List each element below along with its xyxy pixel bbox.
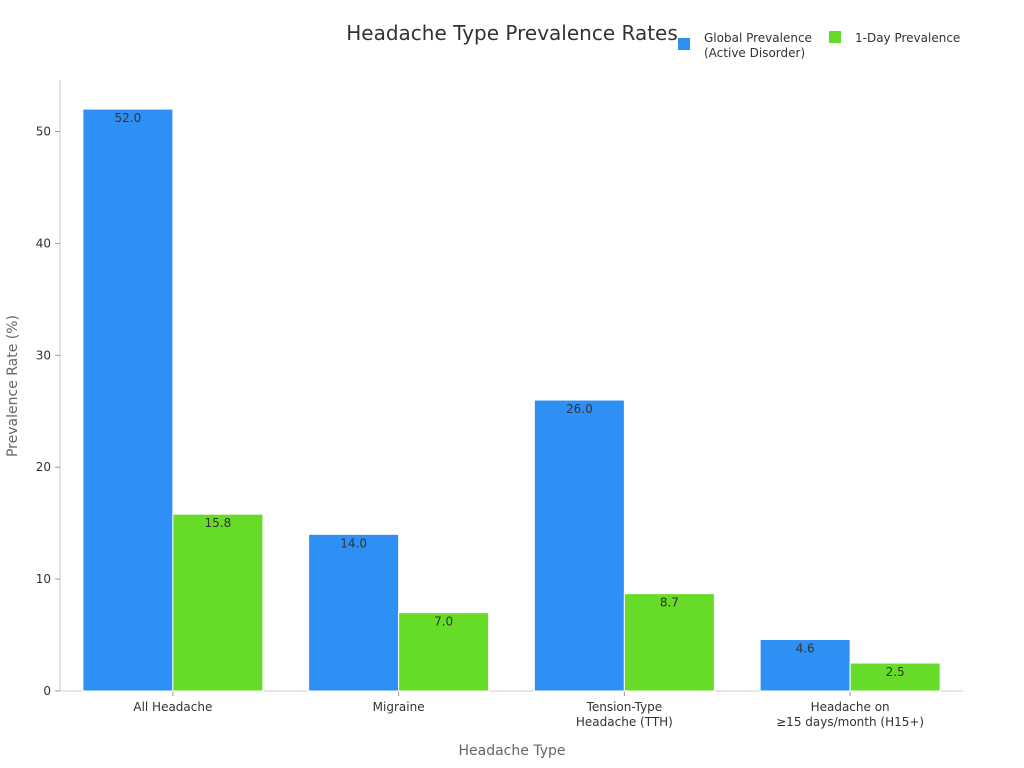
y-tick-label: 0 [43,684,51,698]
bar [398,612,490,692]
axes: 0 10 20 30 40 50 All Headache Migraine Tension-T… [36,80,963,729]
legend-swatch [829,31,841,43]
bar [308,533,400,692]
data-label: 4.6 [796,642,815,656]
x-tick-label-line: Tension-Type [586,700,663,714]
x-tick-label: Headache on ≥15 days/month (H15+) [776,700,924,729]
x-tick-label-line: Headache on [811,700,890,714]
chart-title: Headache Type Prevalence Rates [346,21,678,45]
legend-label: Global Prevalence (Active Disorder) [704,31,812,60]
bar [172,513,264,692]
bar [623,593,715,692]
y-axis-label: Prevalence Rate (%) [5,315,21,457]
legend: Global Prevalence (Active Disorder) 1-Day … [678,31,960,60]
y-tick-label: 50 [36,124,51,138]
legend-label-line: (Active Disorder) [704,46,805,60]
bar [82,108,174,692]
legend-label-line: 1-Day Prevalence [855,31,960,45]
legend-label-line: Global Prevalence [704,31,812,45]
x-tick-label-line: Headache (TTH) [576,715,673,729]
bar [849,662,941,692]
x-axis-label: Headache Type [459,743,566,759]
data-label: 15.8 [205,516,232,530]
x-tick-label-line: All Headache [133,700,212,714]
bar [533,399,625,692]
data-label: 52.0 [115,111,142,125]
data-label: 7.0 [434,615,453,629]
data-label: 8.7 [660,596,679,610]
bar [759,639,851,692]
data-label: 26.0 [566,402,593,416]
x-tick-label: Migraine [373,700,425,714]
x-tick-label-line: ≥15 days/month (H15+) [776,715,924,729]
y-tick-label: 40 [36,236,51,250]
legend-swatch [678,38,690,50]
y-tick-label: 10 [36,572,51,586]
legend-label: 1-Day Prevalence [855,31,960,45]
x-tick-label: All Headache [133,700,212,714]
y-tick-label: 30 [36,348,51,362]
x-tick-label-line: Migraine [373,700,425,714]
y-tick-label: 20 [36,460,51,474]
bars: 52.0 15.8 14.0 7.0 26.0 8.7 4.6 2.5 [82,108,941,692]
data-label: 14.0 [340,536,367,550]
data-label: 2.5 [886,665,905,679]
x-tick-label: Tension-Type Headache (TTH) [576,700,673,729]
